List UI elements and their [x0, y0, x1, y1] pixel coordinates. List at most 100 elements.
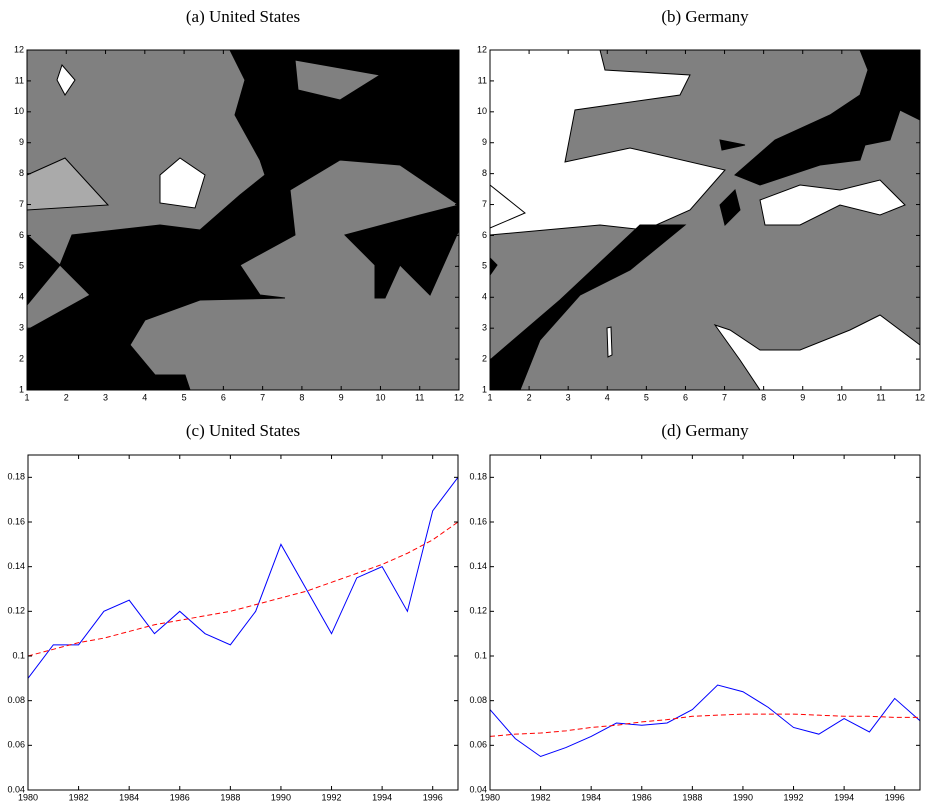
y-tick-label: 10 [477, 106, 487, 116]
y-tick-label: 3 [482, 323, 487, 333]
y-tick-label: 0.18 [469, 472, 487, 482]
x-tick-label: 3 [566, 392, 571, 402]
y-tick-label: 0.12 [7, 606, 25, 616]
y-tick-label: 0.1 [12, 650, 25, 660]
contour-region [489, 49, 726, 236]
contour-region [719, 139, 746, 151]
contour-a [26, 49, 460, 391]
x-tick-label: 1988 [682, 792, 702, 802]
x-tick-label: 1996 [885, 792, 905, 802]
y-tick-label: 9 [482, 137, 487, 147]
x-tick-label: 3 [103, 392, 108, 402]
x-tick-label: 12 [454, 392, 464, 402]
x-tick-label: 1986 [170, 792, 190, 802]
y-tick-label: 0.04 [469, 784, 487, 794]
y-tick-label: 9 [19, 137, 24, 147]
x-tick-label: 9 [800, 392, 805, 402]
y-tick-label: 2 [482, 353, 487, 363]
line-series [489, 684, 921, 758]
x-tick-label: 10 [837, 392, 847, 402]
y-tick-label: 12 [14, 44, 24, 54]
y-tick-label: 0.16 [7, 516, 25, 526]
contour-region [56, 64, 76, 96]
contour-region [719, 189, 741, 226]
x-tick-label: 5 [644, 392, 649, 402]
y-tick-label: 5 [482, 261, 487, 271]
y-tick-label: 10 [14, 106, 24, 116]
chart-title: (d) Germany [661, 421, 749, 440]
x-tick-label: 1990 [733, 792, 753, 802]
x-tick-label: 5 [182, 392, 187, 402]
x-tick-label: 6 [683, 392, 688, 402]
chart-title: (c) United States [186, 421, 300, 440]
x-tick-label: 1984 [119, 792, 139, 802]
y-tick-label: 0.12 [469, 606, 487, 616]
x-tick-label: 1992 [784, 792, 804, 802]
y-tick-label: 4 [19, 292, 24, 302]
x-tick-label: 1996 [423, 792, 443, 802]
line-series [27, 477, 459, 679]
x-tick-label: 11 [876, 392, 885, 402]
y-tick-label: 0.08 [7, 695, 25, 705]
x-tick-label: 1 [487, 392, 492, 402]
x-tick-label: 1986 [632, 792, 652, 802]
axes-frame [27, 454, 459, 791]
x-tick-label: 7 [260, 392, 265, 402]
x-tick-label: 1 [24, 392, 29, 402]
y-tick-label: 6 [482, 230, 487, 240]
x-tick-label: 1988 [220, 792, 240, 802]
contour-region [26, 49, 460, 391]
y-tick-label: 8 [482, 168, 487, 178]
x-tick-label: 12 [915, 392, 925, 402]
y-tick-label: 3 [19, 323, 24, 333]
chart-title: (b) Germany [661, 7, 749, 26]
x-tick-label: 11 [415, 392, 424, 402]
y-tick-label: 0.14 [469, 561, 487, 571]
x-tick-label: 1982 [531, 792, 551, 802]
contour-b [489, 49, 921, 391]
y-tick-label: 12 [477, 44, 487, 54]
y-tick-label: 2 [19, 353, 24, 363]
y-tick-label: 0.14 [7, 561, 25, 571]
x-tick-label: 1992 [322, 792, 342, 802]
contour-region [759, 179, 906, 226]
axes-frame [26, 49, 460, 391]
y-tick-label: 1 [482, 384, 487, 394]
chart-title: (a) United States [186, 7, 300, 26]
y-tick-label: 6 [19, 230, 24, 240]
x-tick-label: 4 [605, 392, 610, 402]
y-tick-label: 11 [478, 75, 487, 85]
x-tick-label: 1990 [271, 792, 291, 802]
x-tick-label: 8 [299, 392, 304, 402]
y-tick-label: 0.18 [7, 472, 25, 482]
x-tick-label: 10 [375, 392, 385, 402]
y-tick-label: 11 [15, 75, 24, 85]
y-tick-label: 0.16 [469, 516, 487, 526]
x-tick-label: 8 [761, 392, 766, 402]
y-tick-label: 0.08 [469, 695, 487, 705]
x-tick-label: 4 [142, 392, 147, 402]
contour-region [734, 49, 921, 186]
y-tick-label: 8 [19, 168, 24, 178]
y-tick-label: 4 [482, 292, 487, 302]
contour-region [159, 157, 206, 209]
x-tick-label: 1994 [372, 792, 392, 802]
axes-frame [489, 49, 921, 391]
y-tick-label: 0.1 [474, 650, 487, 660]
x-tick-label: 1994 [834, 792, 854, 802]
contour-region [713, 314, 921, 391]
x-tick-label: 1980 [18, 792, 38, 802]
x-tick-label: 9 [339, 392, 344, 402]
x-tick-label: 1984 [581, 792, 601, 802]
x-tick-label: 2 [527, 392, 532, 402]
contour-region [294, 59, 382, 101]
y-tick-label: 7 [19, 199, 24, 209]
line-series [489, 713, 920, 737]
x-tick-label: 1980 [480, 792, 500, 802]
y-tick-label: 1 [19, 384, 24, 394]
y-tick-label: 0.06 [7, 740, 25, 750]
line-series [27, 521, 459, 657]
y-tick-label: 5 [19, 261, 24, 271]
y-tick-label: 0.04 [7, 784, 25, 794]
